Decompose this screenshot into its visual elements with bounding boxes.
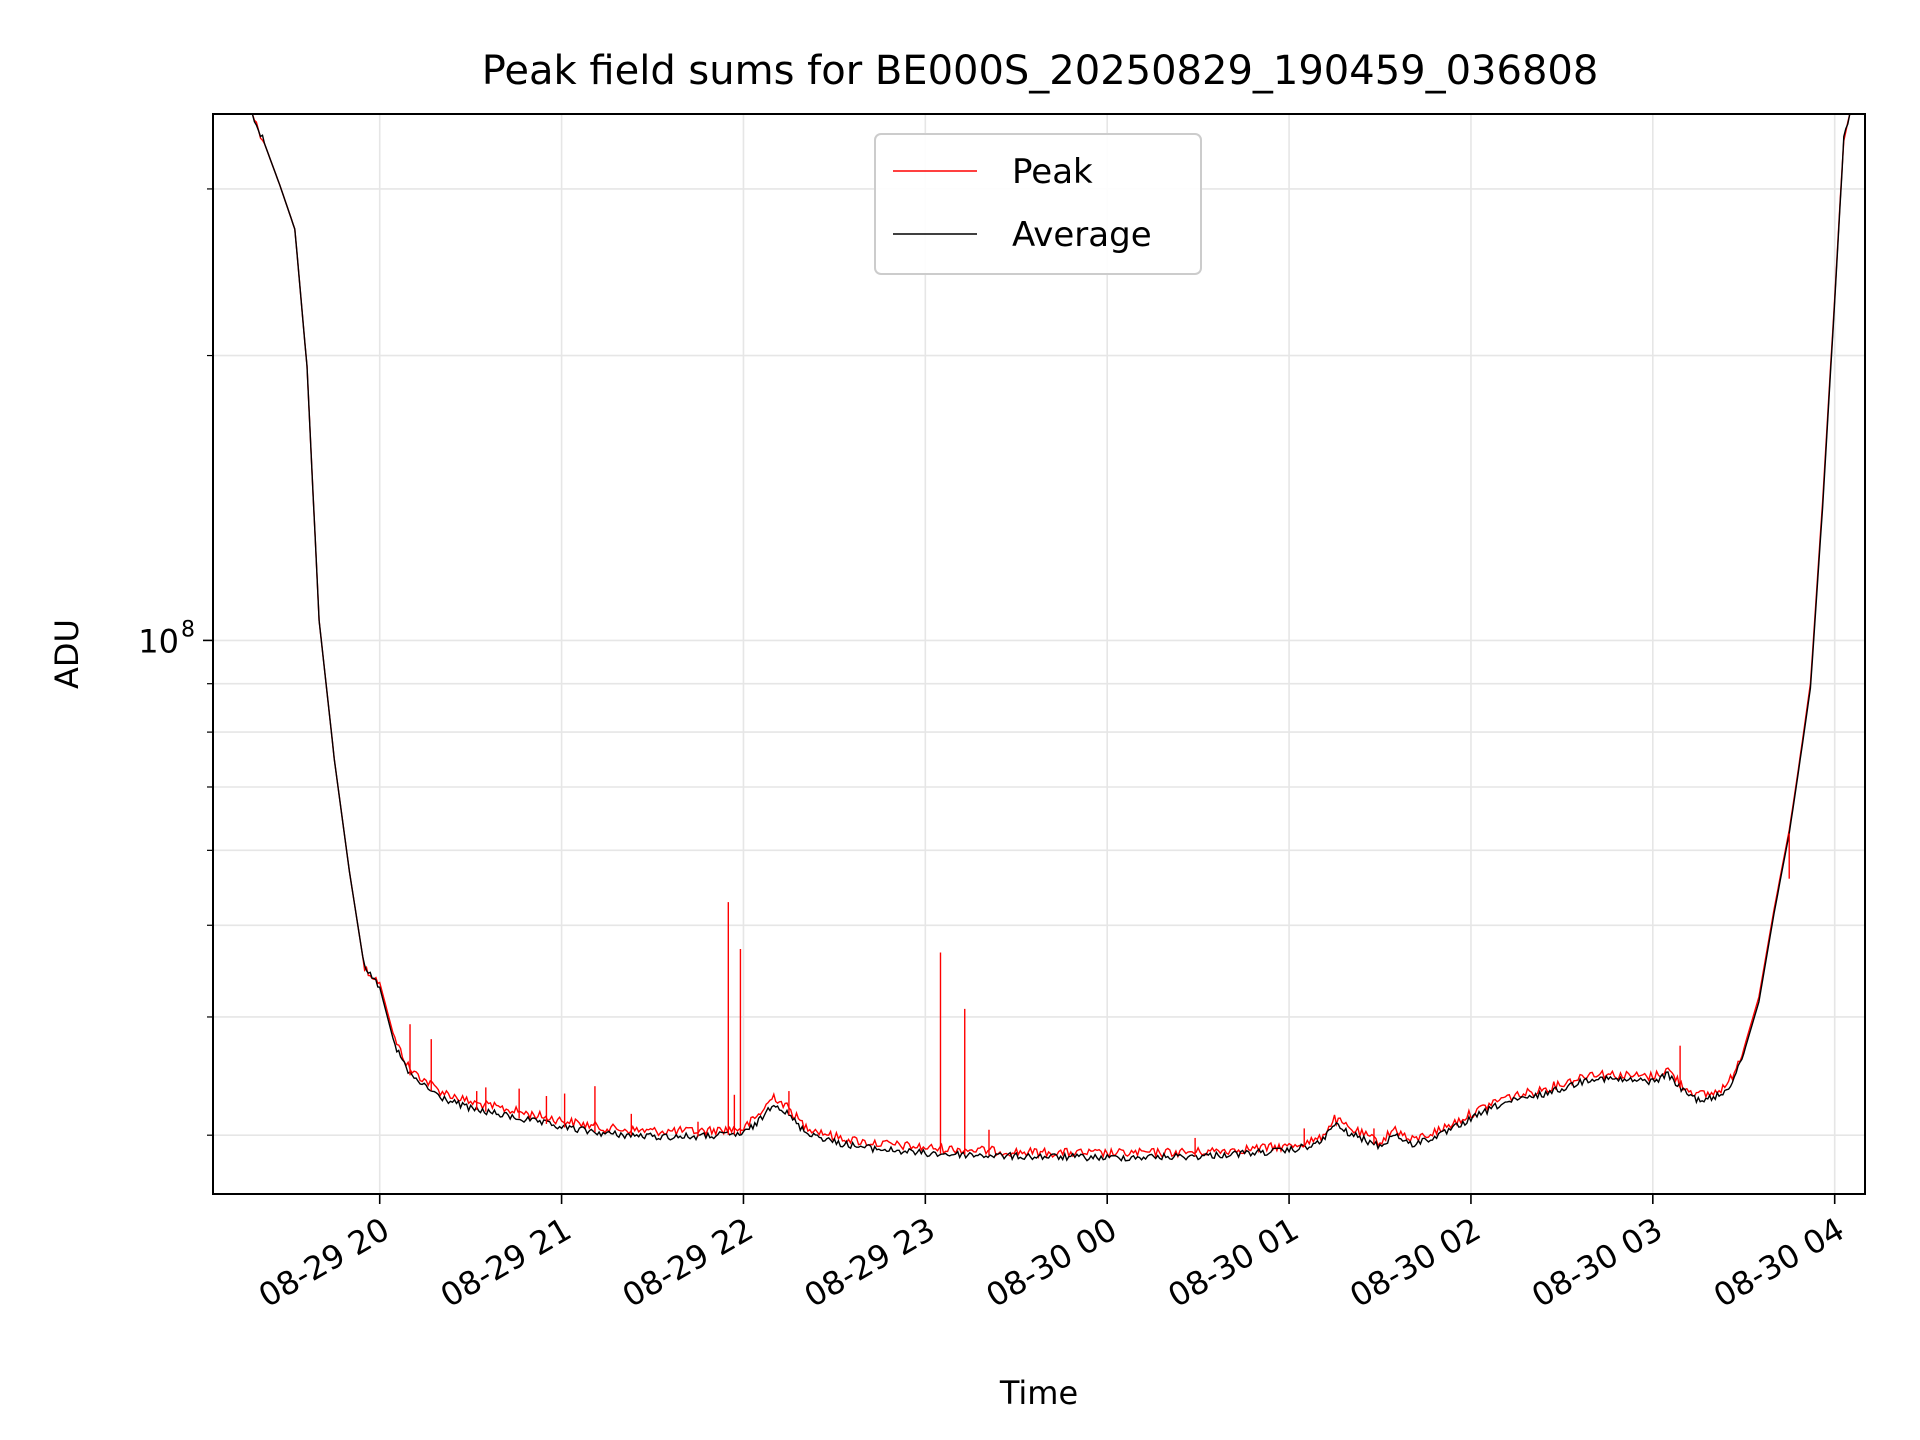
y-tick-label: 10 [138,622,179,660]
series-layer [228,114,1865,1162]
plot-area: 08-29 20 08-29 21 08-29 22 08-29 23 08-30 00… [138,113,1866,1315]
y-axis-label: ADU [48,619,86,689]
legend-label-average: Average [1012,215,1152,255]
series-line-average [228,114,1865,1162]
series-line-peak [228,114,1865,1160]
plot-background [213,114,1865,1194]
y-axis-label-group: ADU [48,619,86,689]
chart-title: Peak field sums for BE000S_20250829_1904… [482,48,1599,94]
legend-label-peak: Peak [1012,152,1093,192]
plot-frame [212,113,1866,1195]
y-tick-label-exponent: 8 [181,617,195,642]
legend-box [874,133,1202,275]
x-axis-label: Time [999,1374,1078,1412]
legend: Peak Average [874,133,1202,275]
